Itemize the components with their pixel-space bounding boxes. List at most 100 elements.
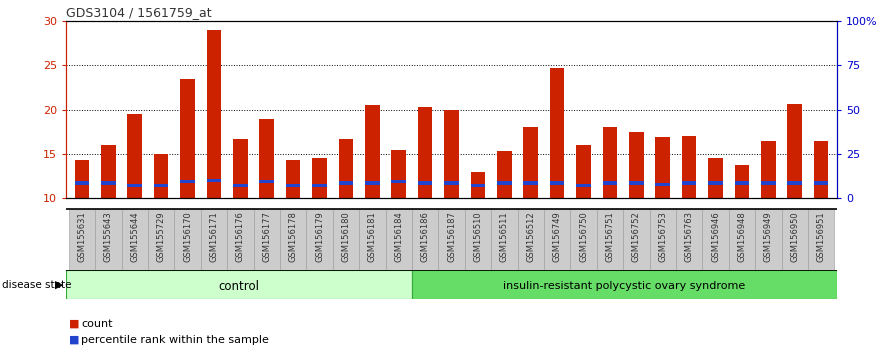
Bar: [649, 209, 676, 271]
Text: GSM156510: GSM156510: [473, 211, 483, 262]
Bar: [570, 209, 596, 271]
Text: GSM156763: GSM156763: [685, 211, 693, 262]
Bar: [655, 137, 670, 198]
Text: ■: ■: [69, 319, 79, 329]
Bar: [491, 209, 517, 271]
Bar: [122, 209, 148, 271]
Text: ■: ■: [69, 335, 79, 345]
Bar: [69, 209, 95, 271]
Bar: [312, 159, 327, 198]
Bar: [439, 209, 464, 271]
Text: GSM156176: GSM156176: [236, 211, 245, 262]
Bar: [629, 181, 644, 184]
Text: GSM156170: GSM156170: [183, 211, 192, 262]
Bar: [412, 209, 439, 271]
Bar: [259, 180, 274, 183]
Bar: [814, 181, 828, 184]
Text: GSM156512: GSM156512: [526, 211, 536, 262]
Bar: [497, 152, 512, 198]
Text: GSM155729: GSM155729: [157, 211, 166, 262]
Text: percentile rank within the sample: percentile rank within the sample: [81, 335, 269, 345]
Text: GSM156187: GSM156187: [447, 211, 456, 262]
Bar: [470, 172, 485, 198]
Bar: [411, 270, 837, 299]
Bar: [254, 209, 280, 271]
Text: GSM156750: GSM156750: [579, 211, 588, 262]
Bar: [66, 270, 411, 299]
Bar: [755, 209, 781, 271]
Bar: [285, 160, 300, 198]
Bar: [788, 104, 802, 198]
Text: GSM156948: GSM156948: [737, 211, 746, 262]
Bar: [386, 209, 412, 271]
Bar: [596, 209, 623, 271]
Bar: [418, 181, 433, 184]
Bar: [285, 184, 300, 187]
Bar: [523, 181, 538, 184]
Text: GSM156180: GSM156180: [342, 211, 351, 262]
Bar: [338, 139, 353, 198]
Text: GSM156751: GSM156751: [605, 211, 614, 262]
Bar: [517, 209, 544, 271]
Bar: [280, 209, 307, 271]
Bar: [207, 179, 221, 182]
Bar: [629, 132, 644, 198]
Bar: [702, 209, 729, 271]
Text: GSM156752: GSM156752: [632, 211, 640, 262]
Bar: [418, 107, 433, 198]
Bar: [75, 160, 89, 198]
Text: GSM156181: GSM156181: [367, 211, 377, 262]
Text: GSM156186: GSM156186: [420, 211, 430, 262]
Bar: [682, 136, 696, 198]
Bar: [154, 154, 168, 198]
Text: GSM156946: GSM156946: [711, 211, 720, 262]
Bar: [814, 141, 828, 198]
Bar: [497, 181, 512, 184]
Bar: [808, 209, 834, 271]
Bar: [550, 68, 565, 198]
Bar: [333, 209, 359, 271]
Bar: [708, 159, 722, 198]
Bar: [174, 209, 201, 271]
Bar: [181, 79, 195, 198]
Bar: [359, 209, 386, 271]
Bar: [391, 180, 406, 183]
Text: GSM156950: GSM156950: [790, 211, 799, 262]
Bar: [761, 181, 775, 184]
Bar: [544, 209, 570, 271]
Bar: [128, 114, 142, 198]
Bar: [603, 127, 618, 198]
Text: GSM156177: GSM156177: [263, 211, 271, 262]
Bar: [708, 181, 722, 184]
Bar: [676, 209, 702, 271]
Bar: [761, 141, 775, 198]
Text: GSM156178: GSM156178: [289, 211, 298, 262]
Bar: [735, 181, 749, 184]
Bar: [603, 181, 618, 184]
Text: GSM155643: GSM155643: [104, 211, 113, 262]
Bar: [470, 184, 485, 187]
Bar: [788, 181, 802, 184]
Bar: [550, 181, 565, 184]
Bar: [207, 30, 221, 198]
Bar: [391, 149, 406, 198]
Bar: [95, 209, 122, 271]
Bar: [781, 209, 808, 271]
Bar: [444, 110, 459, 198]
Text: GDS3104 / 1561759_at: GDS3104 / 1561759_at: [66, 6, 211, 19]
Bar: [233, 139, 248, 198]
Text: GSM156949: GSM156949: [764, 211, 773, 262]
Bar: [576, 184, 591, 187]
Bar: [682, 181, 696, 184]
Text: GSM156184: GSM156184: [394, 211, 403, 262]
Bar: [154, 184, 168, 187]
Bar: [312, 184, 327, 187]
Bar: [201, 209, 227, 271]
Text: insulin-resistant polycystic ovary syndrome: insulin-resistant polycystic ovary syndr…: [503, 281, 745, 291]
Bar: [365, 105, 380, 198]
Text: GSM155644: GSM155644: [130, 211, 139, 262]
Text: GSM155631: GSM155631: [78, 211, 86, 262]
Bar: [148, 209, 174, 271]
Bar: [75, 181, 89, 184]
Bar: [128, 184, 142, 187]
